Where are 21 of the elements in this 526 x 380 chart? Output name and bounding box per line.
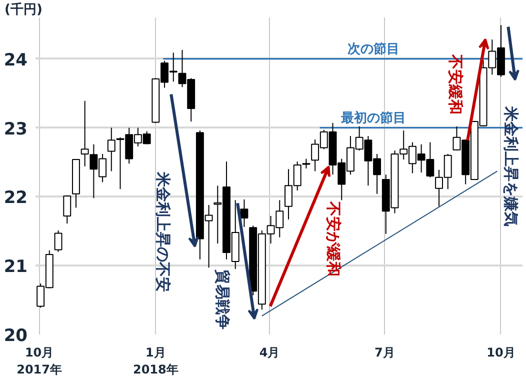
- y-tick-label: 22: [4, 188, 28, 208]
- y-tick-label: 23: [4, 119, 28, 140]
- annotation: 不安が緩和: [324, 200, 343, 276]
- x-tick-label: 1月 2018年: [132, 346, 178, 376]
- y-axis-title: (千円): [4, 2, 42, 18]
- ref-line-label: 最初の節目: [340, 110, 406, 126]
- y-tick-label: 21: [4, 257, 28, 278]
- y-tick-label: 24: [4, 50, 28, 70]
- annotation: 不安緩和: [446, 54, 465, 115]
- x-tick-label: 4月: [259, 346, 280, 360]
- y-tick-label: 20: [4, 326, 28, 346]
- x-tick-label: 10月: [486, 346, 516, 360]
- annotation: 貿易戦争: [214, 268, 232, 330]
- ref-line-label: 次の節目: [348, 42, 400, 57]
- candlestick: [54, 230, 62, 252]
- candlestick: [63, 194, 72, 224]
- x-tick-label: 7月: [374, 346, 395, 360]
- annotation: 米金利上昇の不安: [154, 171, 172, 292]
- candlestick: [240, 198, 248, 228]
- annotation: 米金利上昇を嫌気: [502, 106, 520, 227]
- x-tick-label: 10月 2017年: [16, 346, 62, 376]
